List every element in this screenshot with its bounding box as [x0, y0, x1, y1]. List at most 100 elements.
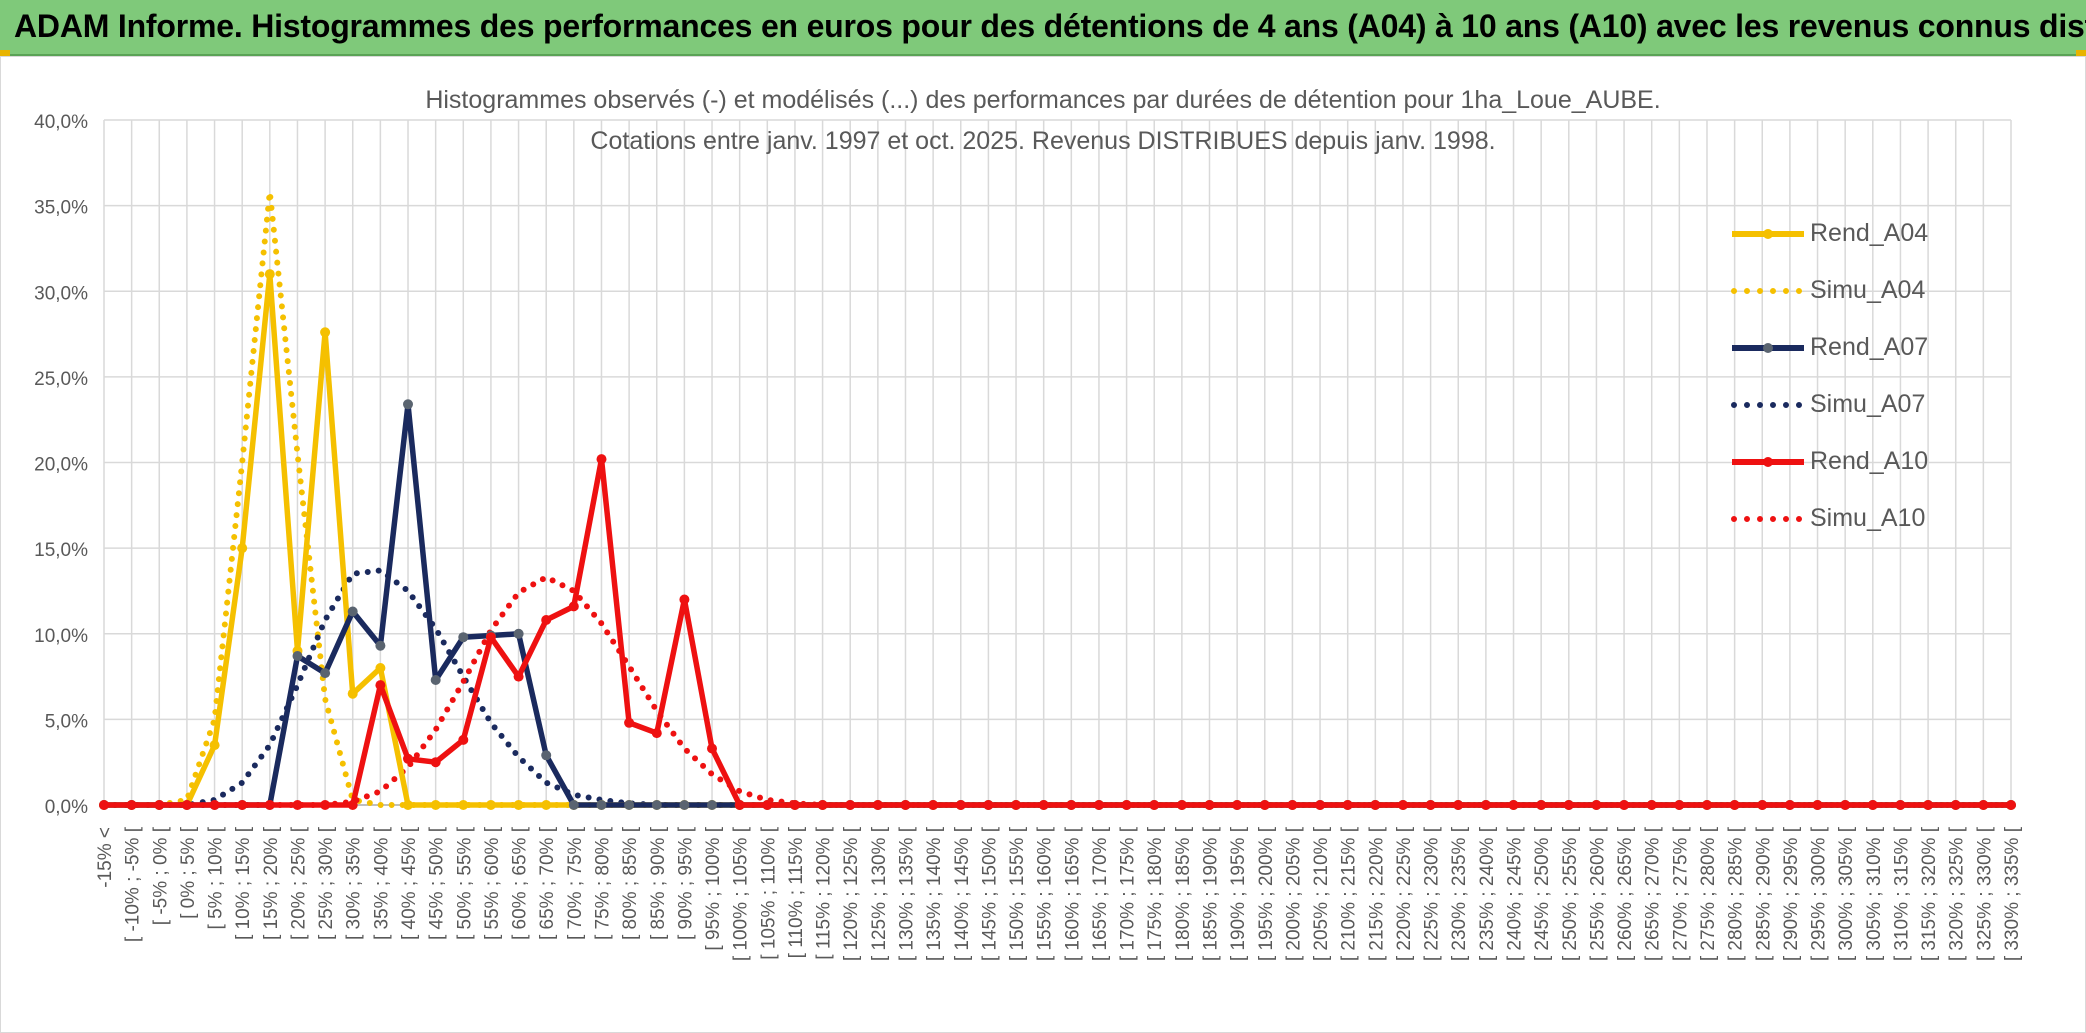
point-rend-a10 [1784, 800, 1795, 810]
x-tick-label: [ 220% ; 225% [ [1394, 826, 1415, 961]
point-rend-a10 [1563, 800, 1574, 810]
point-rend-a10 [209, 800, 220, 810]
point-rend-a10 [983, 800, 994, 810]
legend-label-rend-a10: Rend_A10 [1810, 447, 1929, 475]
point-rend-a04 [209, 740, 220, 751]
x-tick-label: -15% < [95, 827, 116, 888]
point-rend-a07 [568, 800, 579, 810]
legend-swatch-simu-a07 [1731, 401, 1806, 408]
point-rend-a10 [1480, 800, 1491, 810]
x-tick-label: [ 215% ; 220% [ [1366, 826, 1387, 961]
legend-label-rend-a07: Rend_A07 [1810, 333, 1929, 361]
x-tick-label: [ 55% ; 60% [ [482, 826, 503, 940]
point-rend-a10 [734, 800, 745, 810]
point-rend-a10 [624, 717, 635, 728]
x-tick-label: [ 260% ; 265% [ [1615, 826, 1636, 961]
x-tick-label: [ 10% ; 15% [ [233, 826, 254, 940]
point-rend-a07 [403, 399, 413, 410]
point-rend-a10 [1895, 800, 1906, 810]
point-rend-a10 [789, 800, 800, 810]
point-rend-a10 [679, 594, 690, 605]
x-tick-label: [ 295% ; 300% [ [1809, 826, 1830, 961]
point-rend-a10 [1121, 800, 1132, 810]
x-tick-label: [ 240% ; 245% [ [1505, 826, 1526, 961]
x-tick-label: [ 315% ; 320% [ [1919, 826, 1940, 961]
point-rend-a10 [1149, 800, 1160, 810]
point-rend-a10 [1978, 800, 1989, 810]
y-tick-label: 5,0% [45, 711, 88, 732]
point-rend-a10 [1204, 800, 1215, 810]
series-lines [99, 188, 2016, 810]
x-tick-label: [ 170% ; 175% [ [1118, 826, 1139, 961]
legend-swatch-rend-a04 [1732, 228, 1804, 239]
point-rend-a10 [1425, 800, 1436, 810]
point-rend-a04 [347, 688, 358, 699]
point-rend-a10 [126, 800, 137, 810]
legend-item-rend-a10: Rend_A10 [1730, 433, 1930, 490]
legend-label-rend-a04: Rend_A04 [1810, 219, 1929, 247]
point-rend-a07 [541, 750, 552, 761]
x-tick-label: [ 235% ; 240% [ [1477, 826, 1498, 961]
point-rend-a07 [679, 800, 690, 810]
x-tick-label: [ 180% ; 185% [ [1173, 826, 1194, 961]
point-rend-a04 [375, 663, 386, 673]
point-rend-a07 [375, 640, 386, 651]
point-rend-a10 [1398, 800, 1408, 810]
point-rend-a07 [651, 800, 662, 810]
point-rend-a04 [458, 800, 469, 810]
point-rend-a10 [1232, 800, 1243, 810]
point-rend-a10 [99, 800, 109, 810]
legend-swatch-simu-a04 [1731, 287, 1806, 294]
x-tick-label: [ 230% ; 235% [ [1449, 826, 1470, 961]
point-rend-a07 [458, 632, 469, 643]
x-axis-ticks: -15% < [ -10% ; -5% [[ -5% ; 0% [[ 0% ; 5… [95, 826, 2023, 961]
histogram-chart: 0,0% 5,0% 10,0% 15,0% 20,0% 25,0% 30,0% 35,0% 40… [34, 112, 2023, 961]
x-tick-label: [ 140% ; 145% [ [952, 826, 973, 961]
y-tick-label: 10,0% [34, 626, 88, 647]
legend-label-simu-a07: Simu_A07 [1810, 390, 1926, 418]
point-rend-a10 [458, 734, 469, 745]
y-tick-label: 25,0% [34, 369, 88, 390]
series-rend-a10 [101, 456, 2014, 808]
point-rend-a10 [762, 800, 773, 810]
point-rend-a07 [320, 668, 331, 679]
legend-swatch-simu-a10 [1731, 515, 1806, 522]
x-tick-label: [ 320% ; 325% [ [1947, 826, 1968, 961]
point-rend-a10 [1674, 800, 1685, 810]
legend-label-simu-a04: Simu_A04 [1810, 276, 1926, 304]
x-tick-label: [ 80% ; 85% [ [620, 826, 641, 940]
point-rend-a04 [485, 800, 496, 810]
series-rend-a07 [101, 401, 2014, 808]
legend-swatch-rend-a07 [1732, 342, 1804, 353]
x-tick-label: [ 150% ; 155% [ [1007, 826, 1028, 961]
point-rend-a07 [430, 675, 441, 685]
y-tick-label: 30,0% [34, 283, 88, 304]
x-tick-label: [ 60% ; 65% [ [510, 826, 531, 940]
x-tick-label: [ 225% ; 230% [ [1422, 826, 1443, 961]
legend-item-simu-a07: Simu_A07 [1730, 376, 1930, 433]
point-rend-a10 [817, 800, 828, 810]
x-tick-label: [ 155% ; 160% [ [1035, 826, 1056, 961]
x-tick-label: [ 270% ; 275% [ [1670, 826, 1691, 961]
x-tick-label: [ 330% ; 335% [ [2002, 826, 2023, 961]
point-rend-a10 [430, 757, 441, 768]
point-rend-a04 [541, 800, 552, 810]
y-tick-label: 20,0% [34, 455, 88, 476]
point-rend-a10 [1702, 800, 1712, 810]
point-rend-a10 [568, 601, 579, 612]
point-rend-a04 [237, 543, 248, 554]
x-tick-label: [ 15% ; 20% [ [261, 826, 282, 940]
x-tick-label: [ 105% ; 110% [ [758, 826, 779, 959]
x-tick-label: [ 25% ; 30% [ [316, 826, 337, 940]
chart-title-line-2: Cotations entre janv. 1997 et oct. 2025.… [590, 127, 1496, 155]
point-rend-a04 [513, 800, 524, 810]
point-rend-a10 [513, 671, 524, 682]
point-rend-a10 [403, 753, 413, 764]
point-rend-a10 [1342, 800, 1353, 810]
point-rend-a10 [1176, 800, 1187, 810]
point-rend-a10 [1370, 800, 1381, 810]
x-tick-label: [ 205% ; 210% [ [1311, 826, 1332, 961]
point-rend-a10 [1757, 800, 1768, 810]
x-tick-label: [ 185% ; 190% [ [1201, 826, 1222, 961]
corner-mark-left [0, 50, 10, 56]
